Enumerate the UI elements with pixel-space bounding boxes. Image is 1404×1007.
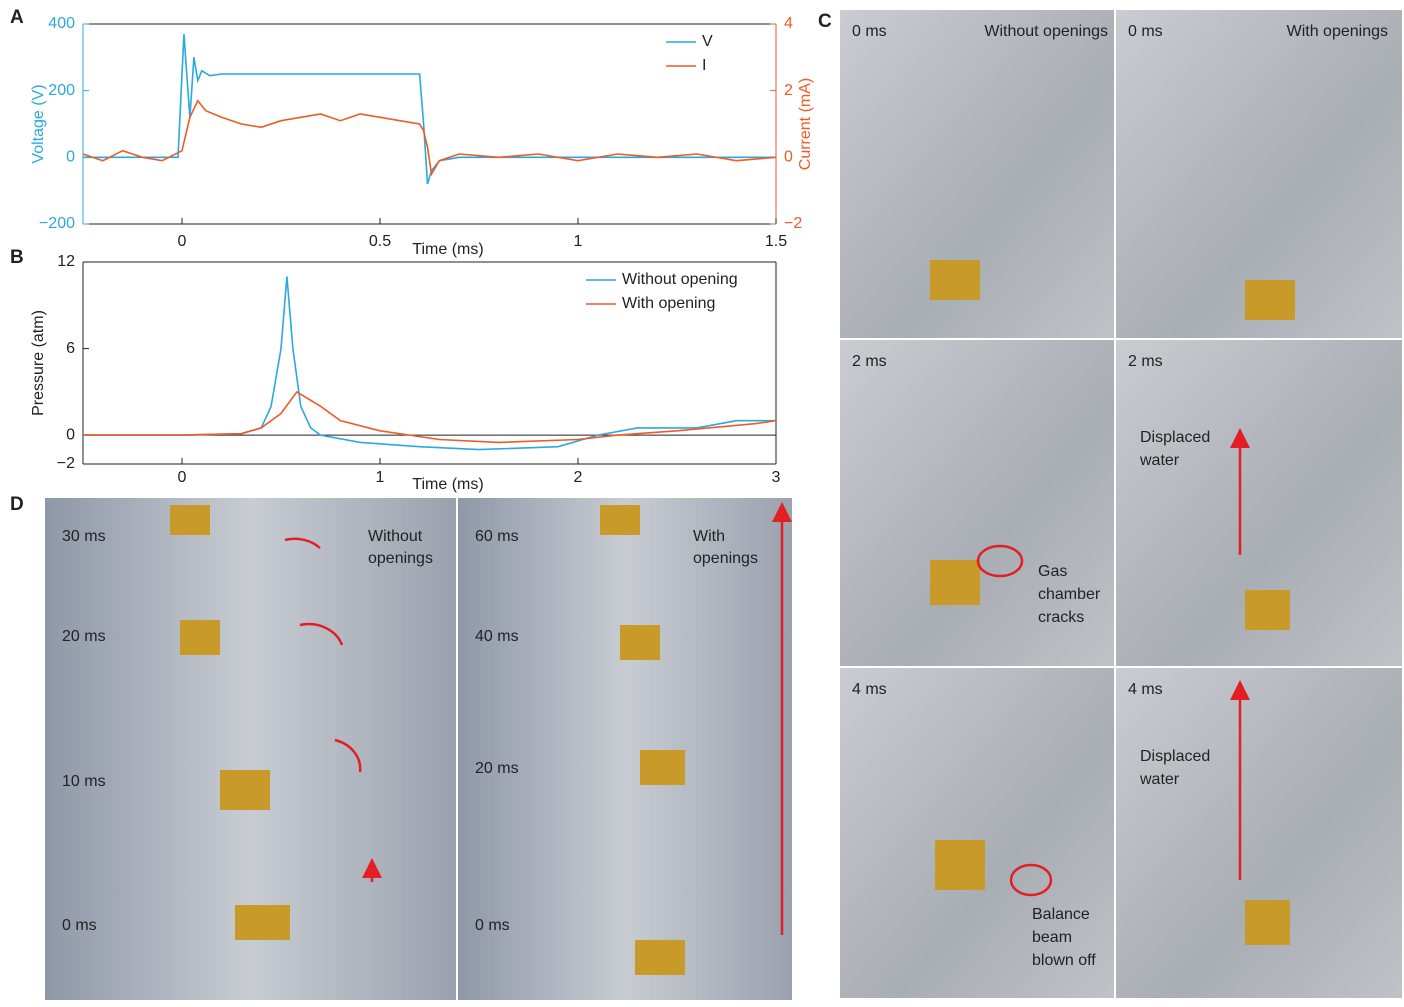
legend-label: I [702,57,706,74]
frame-caption: With openings [1287,23,1388,40]
x-tick-label: 0.5 [369,233,391,250]
legend-label: Without opening [622,271,738,288]
legend-label: With opening [622,295,715,312]
frame-time: 0 ms [1128,23,1163,40]
frame-caption: Gas [1038,563,1067,580]
y2-tick-label: 0 [784,149,793,166]
photo [1116,668,1402,998]
y-tick-label: 0 [66,426,75,443]
robot-icons [170,260,1295,975]
frame-time: 4 ms [852,681,887,698]
frame-caption: water [1139,771,1180,788]
strip-caption: With [693,528,725,545]
y-axis-label: Voltage (V) [30,84,47,163]
frame-caption: Displaced [1140,429,1210,446]
strip-time: 0 ms [475,917,510,934]
line-series [83,276,776,451]
y2-tick-label: −2 [784,215,802,232]
strip-caption: openings [693,550,758,567]
frame-caption: water [1139,452,1180,469]
annotations [284,428,1250,935]
strip-time: 20 ms [62,628,106,645]
x-tick-label: 0 [178,233,187,250]
y-tick-label: −2 [57,455,75,472]
frame-time: 2 ms [1128,353,1163,370]
frame-caption: Displaced [1140,748,1210,765]
frame-time: 0 ms [852,23,887,40]
photos [45,10,1402,1000]
legend-label: V [702,33,713,50]
photo [458,498,792,1000]
y-tick-label: 12 [57,253,75,270]
y-tick-label: 200 [48,82,75,99]
panel-label: C [818,11,832,32]
strip-time: 40 ms [475,628,519,645]
frame-caption: chamber [1038,586,1101,603]
x-tick-label: 2 [574,469,583,486]
x-tick-label: 1 [376,469,385,486]
strip-time: 10 ms [62,773,106,790]
frame-time: 4 ms [1128,681,1163,698]
x-tick-label: 1 [574,233,583,250]
panel-label: D [10,494,24,515]
y-tick-label: 6 [66,340,75,357]
frame-caption: Without openings [984,23,1108,40]
y-axis-label: Pressure (atm) [30,310,47,416]
frame-caption: cracks [1038,609,1084,626]
panel-label: B [10,247,24,268]
panel-label: A [10,7,24,28]
strip-caption: openings [368,550,433,567]
strip-time: 60 ms [475,528,519,545]
frame-time: 2 ms [852,353,887,370]
photo [840,668,1114,998]
frame-caption: beam [1032,929,1072,946]
frame-caption: blown off [1032,952,1096,969]
x-axis-label: Time (ms) [412,241,483,258]
strip-time: 30 ms [62,528,106,545]
strip-time: 0 ms [62,917,97,934]
y-tick-label: 400 [48,15,75,32]
line-series [82,99,777,177]
line-series [83,390,777,444]
strip-caption: Without [368,528,423,545]
strip-time: 20 ms [475,760,519,777]
y-tick-label: −200 [39,215,75,232]
y2-tick-label: 4 [784,15,793,32]
x-axis-label: Time (ms) [412,476,483,493]
x-tick-label: 1.5 [765,233,787,250]
photo [840,340,1114,666]
y2-tick-label: 2 [784,82,793,99]
x-tick-label: 0 [178,469,187,486]
x-tick-label: 3 [772,469,781,486]
y-tick-label: 0 [66,149,75,166]
frame-caption: Balance [1032,906,1090,923]
y2-axis-label: Current (mA) [797,78,814,170]
